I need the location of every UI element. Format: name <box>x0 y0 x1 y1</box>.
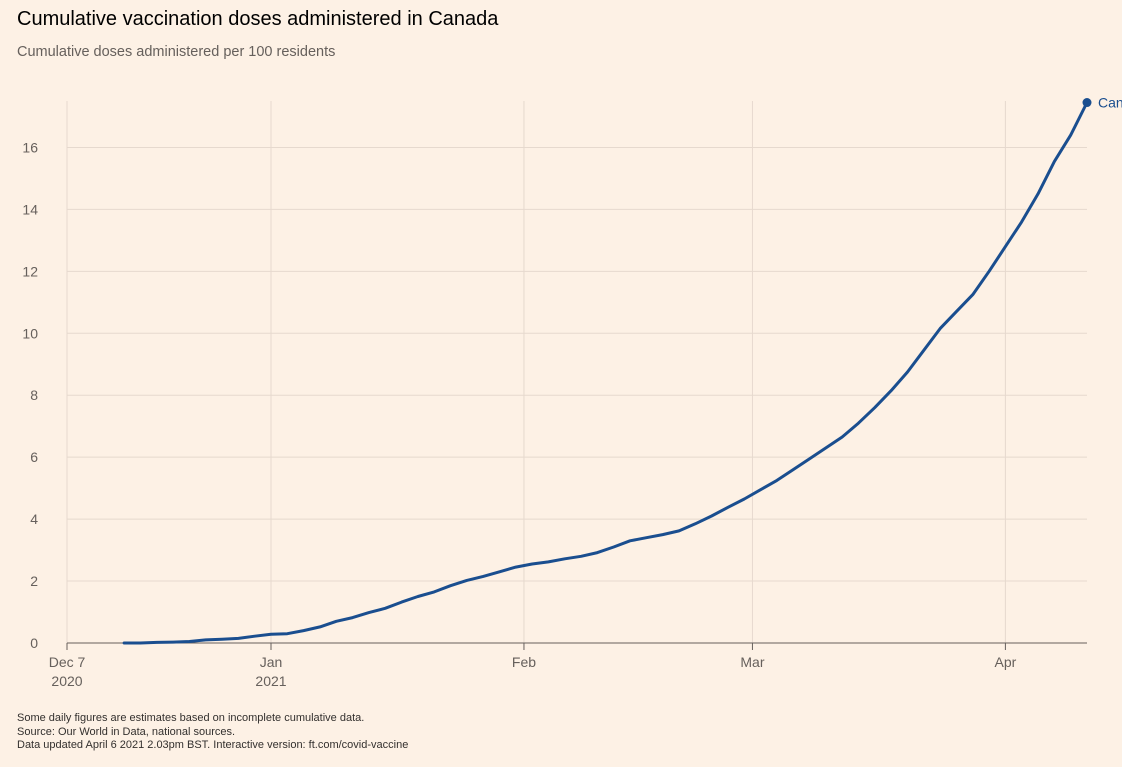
y-tick-label: 0 <box>30 635 38 651</box>
y-tick-label: 14 <box>22 201 38 217</box>
x-tick-label: Jan <box>260 654 283 670</box>
y-tick-label: 10 <box>22 325 38 341</box>
x-tick-label: Dec 7 <box>49 654 86 670</box>
footnotes: Some daily figures are estimates based o… <box>17 712 408 753</box>
x-tick-label: Mar <box>740 654 764 670</box>
footnote-updated: Data updated April 6 2021 2.03pm BST. In… <box>17 739 409 751</box>
chart-title: Cumulative vaccination doses administere… <box>17 8 499 30</box>
footnote-source: Source: Our World in Data, national sour… <box>17 725 236 738</box>
footnote-estimates: Some daily figures are estimates based o… <box>17 712 365 724</box>
y-tick-label: 8 <box>30 387 38 403</box>
x-tick-label: Feb <box>512 654 536 670</box>
chart-subtitle: Cumulative doses administered per 100 re… <box>17 44 336 60</box>
y-tick-label: 2 <box>30 573 38 589</box>
y-tick-label: 4 <box>30 511 38 527</box>
y-tick-label: 16 <box>22 139 38 155</box>
y-tick-label: 12 <box>22 263 38 279</box>
x-tick-sublabel: 2020 <box>51 673 82 689</box>
x-tick-label: Apr <box>995 654 1017 670</box>
y-axis: 0 2 4 6 8 10 12 14 16 <box>22 139 38 651</box>
series-line-canada <box>122 101 1089 645</box>
x-tick-sublabel: 2021 <box>255 673 286 689</box>
x-axis: Dec 7 2020 Jan 2021 Feb Mar Apr <box>49 642 1087 689</box>
y-tick-label: 6 <box>30 449 38 465</box>
series-group: Canada <box>122 95 1122 645</box>
series-end-point <box>1082 98 1092 108</box>
grid-lines <box>66 101 1087 643</box>
series-label: Canada <box>1098 95 1122 111</box>
